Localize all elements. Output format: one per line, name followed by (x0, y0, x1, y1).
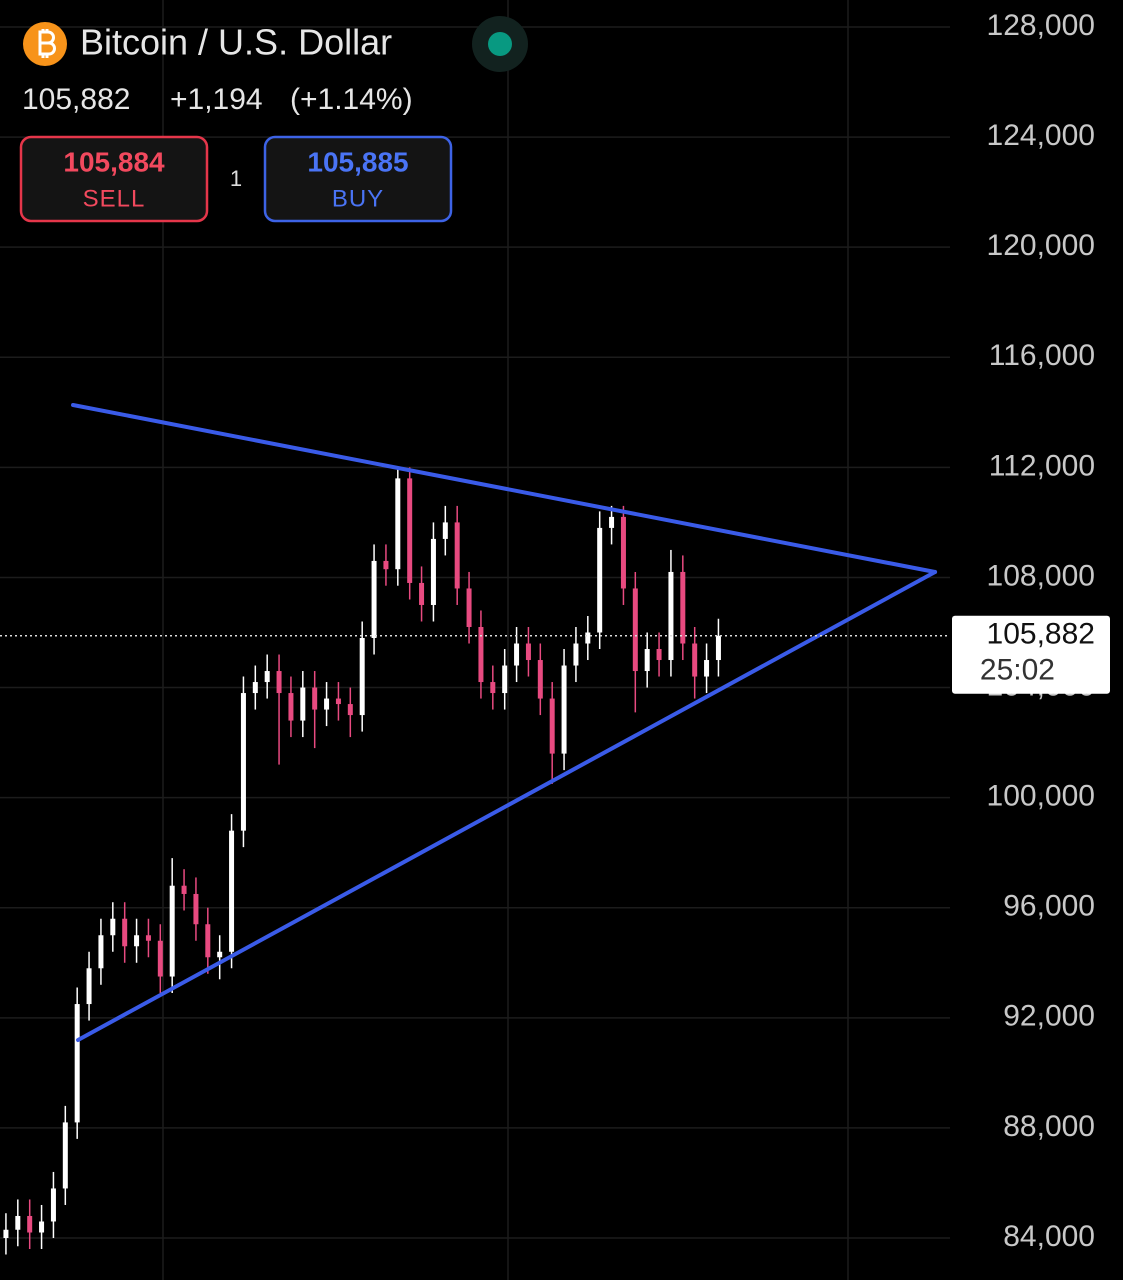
candle-body (169, 885, 175, 977)
y-tick-label: 112,000 (989, 449, 1095, 482)
buy-label[interactable]: BUY (332, 185, 384, 212)
candle-body (632, 588, 638, 672)
candle-body (407, 478, 413, 583)
candle-body (514, 643, 520, 666)
y-tick-label: 96,000 (1003, 890, 1095, 923)
candle-body (110, 918, 116, 936)
candle-body (585, 632, 591, 644)
candle-body (466, 588, 472, 627)
y-tick-label: 120,000 (987, 229, 1095, 262)
y-tick-label: 100,000 (987, 780, 1095, 813)
candle-body (395, 478, 401, 570)
y-tick-label: 108,000 (987, 559, 1095, 592)
candle-body (347, 704, 353, 716)
bitcoin-glyph (38, 29, 56, 58)
change: +1,194 (170, 83, 263, 116)
candle-body (86, 968, 92, 1005)
candle-body (122, 918, 128, 947)
candle-body (502, 665, 508, 694)
sell-box[interactable] (19, 135, 209, 223)
candle-body (537, 660, 543, 699)
y-tick-label: 92,000 (1003, 1000, 1095, 1033)
candle-body (704, 660, 710, 677)
candle-body (300, 687, 306, 721)
candle-body (134, 935, 140, 947)
candle-body (288, 693, 294, 721)
y-tick-label: 124,000 (987, 119, 1095, 152)
buy-button[interactable]: 105,885 BUY (263, 135, 453, 223)
candle-body (359, 638, 365, 716)
sell-price[interactable]: 105,884 (63, 146, 165, 177)
market-status (488, 32, 512, 56)
candle-body (157, 940, 163, 977)
trendline (71, 402, 938, 575)
candle-body (478, 626, 484, 683)
change-percent: (+1.14%) (290, 83, 413, 116)
candle-body (419, 582, 425, 605)
candle-body (205, 924, 211, 958)
candle-body (62, 1122, 68, 1189)
price: 105,882 (22, 83, 130, 116)
candle-body (276, 671, 282, 694)
candle-body (620, 516, 626, 589)
candle-body (442, 522, 448, 539)
symbol-title: Bitcoin / U.S. Dollar (80, 22, 392, 63)
candle-body (240, 693, 246, 831)
buy-box[interactable] (263, 135, 453, 223)
candle-body (50, 1188, 56, 1222)
sell-button[interactable]: 105,884 SELL (19, 135, 209, 223)
candle-body (324, 698, 330, 710)
sell-label[interactable]: SELL (83, 185, 146, 212)
candle-body (430, 538, 436, 605)
y-tick-label: 88,000 (1003, 1110, 1095, 1143)
candle-body (454, 522, 460, 589)
last-price-box (952, 615, 1110, 694)
candle-body (573, 643, 579, 666)
candle-body (692, 643, 698, 677)
candle-body (644, 649, 650, 672)
candle-body (217, 951, 223, 958)
plot-area (0, 26, 950, 1255)
candle-body (74, 1004, 80, 1123)
trendline (76, 570, 938, 1043)
candle-body (39, 1221, 45, 1233)
candle-body (371, 560, 377, 639)
candle-body (252, 682, 258, 694)
y-tick-label: 128,000 (987, 9, 1095, 42)
buy-price[interactable]: 105,885 (307, 146, 408, 177)
candle-body (490, 682, 496, 694)
candle-body (181, 885, 187, 894)
candle-body (609, 516, 615, 528)
candle-body (15, 1215, 21, 1230)
spread: 1 (230, 166, 242, 191)
candle-body (3, 1229, 9, 1238)
candle-body (335, 698, 341, 705)
candle-body (561, 665, 567, 754)
candle-body (680, 571, 686, 644)
candle-body (715, 635, 721, 661)
candle-body (264, 671, 270, 683)
candle-body (525, 643, 531, 661)
y-tick-label: 116,000 (989, 339, 1095, 372)
y-tick-label: 84,000 (1003, 1220, 1095, 1253)
last-price-label: 105,882 (987, 618, 1095, 651)
candle-body (145, 935, 151, 941)
candle-body (597, 527, 603, 633)
price-tag: 84,00088,00092,00096,000100,000104,00010… (952, 9, 1110, 1253)
candle-body (27, 1215, 33, 1233)
candle-body (229, 830, 235, 952)
candle-body (656, 649, 662, 661)
candle-body (668, 571, 674, 661)
candle-body (98, 935, 104, 969)
candle-body (549, 698, 555, 754)
candle-body (312, 687, 318, 710)
candle-body (193, 893, 199, 925)
header: Bitcoin / U.S. Dollar 105,882 +1,194 (+1… (19, 16, 528, 223)
countdown: 25:02 (980, 654, 1055, 687)
candle-body (383, 560, 389, 570)
